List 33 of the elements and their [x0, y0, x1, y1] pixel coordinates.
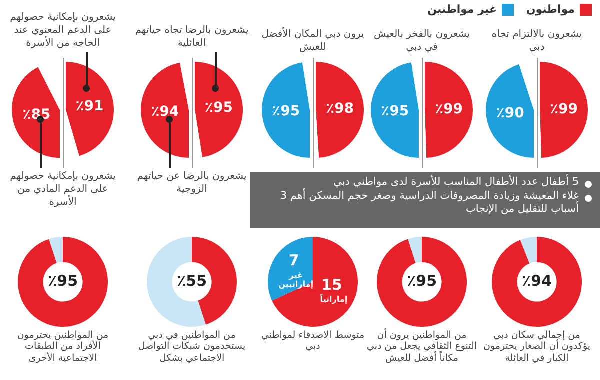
data-label: ٪55 [176, 272, 208, 290]
chart-title: يرون دبي المكان الأفضل للعيش [260, 28, 366, 54]
data-label: 7 [288, 252, 300, 270]
chart-title: يشعرون بإمكانية حصولهم على الدعم المعنوي عند الحاجة من الأسرة [9, 11, 117, 50]
data-label: ٪98 [326, 100, 354, 117]
data-label: ٪91 [76, 98, 104, 114]
slice-label: إماراتياً [320, 293, 348, 304]
data-label: ٪95 [48, 272, 78, 290]
legend-label: غير مواطنين [428, 3, 497, 16]
text: من المواطنين في دبي يستخدمون شبكات التواصل الاجتماعي بشكل [137, 330, 247, 364]
text: غلاء المعيشة وزيادة المصروفات الدراسية وصغر حجم المسكن أهم 3 أسباب للتقليل من الإنجاب [279, 190, 579, 217]
chart-title: يشعرون بالرضا تجاه حياتهم العائلية [134, 24, 250, 50]
text: متوسط الاصدقاء لمواطني دبي [261, 330, 365, 352]
legend-label: مواطنون [526, 3, 575, 16]
data-label: ٪94 [522, 272, 552, 290]
text: يشعرون بالرضا عن حياتهم الزوجية [136, 170, 248, 196]
data-label: ٪99 [434, 101, 464, 118]
text: يشعرون بالالتزام تجاه دبي [490, 28, 584, 54]
data-label: ٪99 [550, 101, 578, 118]
text: من المواطنين يحترمون الأفراد من الطبقات الاجتماعية الأخرى [16, 330, 110, 364]
data-label: ٪95 [204, 100, 233, 116]
chart-title: يشعرون بالفخر بالعيش في دبي [373, 28, 471, 54]
data-label: 15 [321, 276, 342, 294]
text: 5 أطفال عدد الأطفال المناسب للأسرة لدى مواطني دبي [334, 176, 579, 190]
text: من المواطنين يرون أن التنوع الثقافي يجعل من دبي مكاناً أفضل للعيش [366, 330, 478, 364]
data-label: ٪94 [151, 104, 180, 120]
text: من إجمالي سكان دبي يؤكدون أن الصغار يحترمون الكبار في العائلة [482, 330, 592, 364]
text: يشعرون بإمكانية حصولهم على الدعم المادي من الأسرة [9, 170, 117, 209]
data-label: ٪90 [496, 105, 525, 122]
data-label: ٪95 [406, 272, 438, 290]
data-label: ٪95 [272, 104, 300, 120]
data-label: ٪85 [22, 107, 51, 124]
data-label: ٪95 [381, 104, 410, 120]
